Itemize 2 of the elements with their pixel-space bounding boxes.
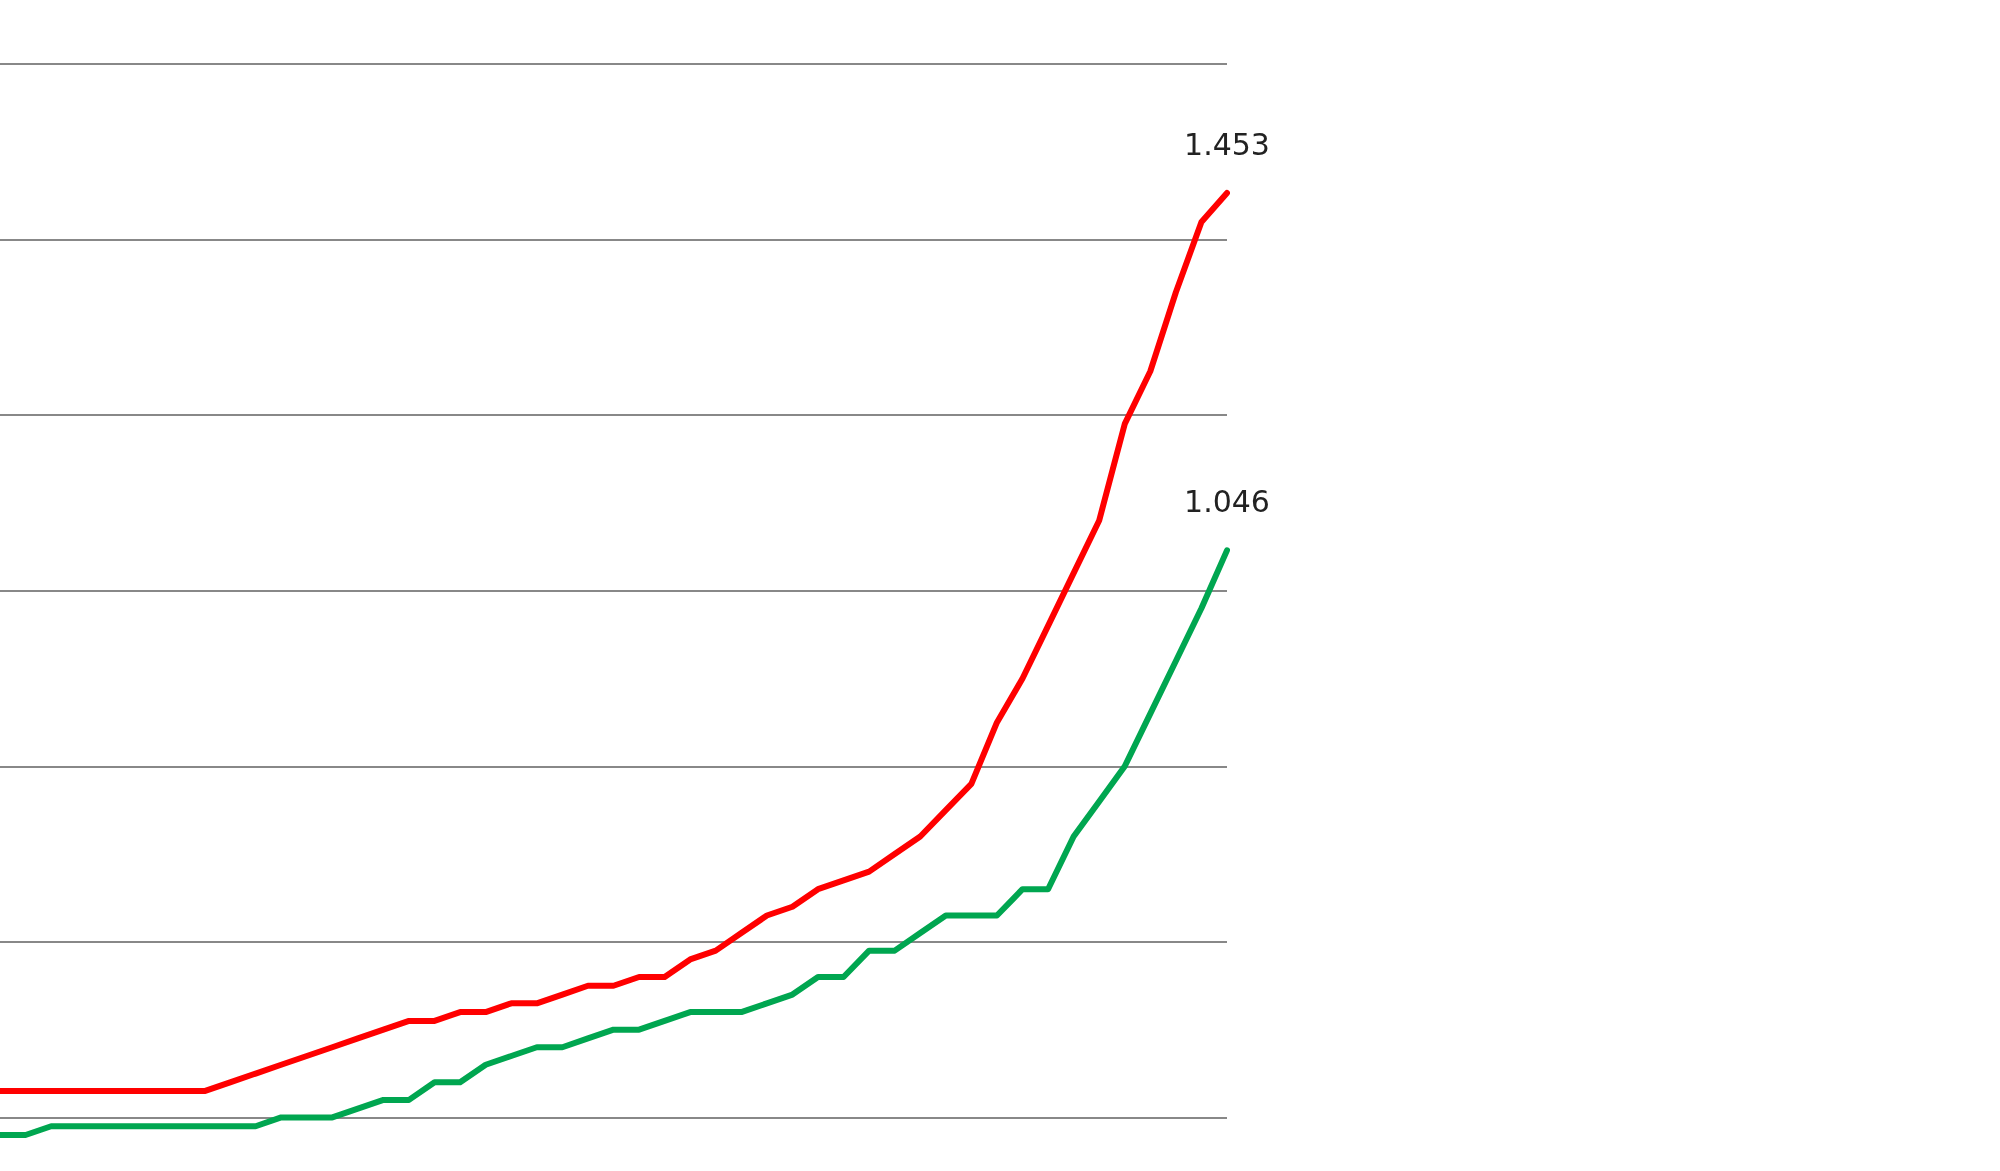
data-label: 1.453 (1184, 126, 1270, 162)
data-label: 1.046 (1184, 483, 1270, 519)
